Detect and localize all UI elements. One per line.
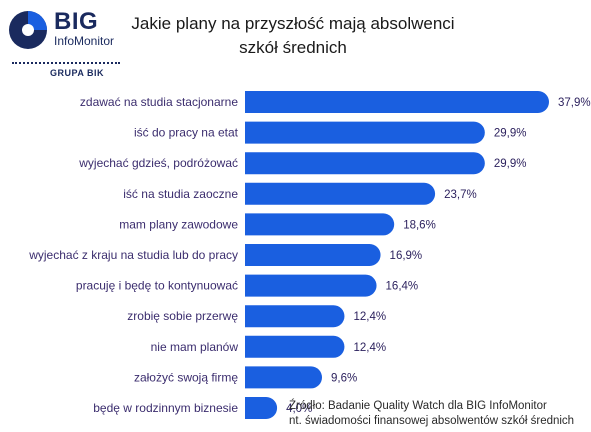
source-line-2: nt. świadomości finansowej absolwentów s… [289,415,575,427]
bar [245,244,381,266]
brand-logo: BIG InfoMonitor GRUPA BIK [8,8,128,80]
bar [245,182,436,205]
value-label: 37,9% [558,97,591,109]
bar [245,397,278,419]
category-label: mam plany zawodowe [119,217,238,231]
category-label: iść do pracy na etat [134,126,239,140]
chart-title-line-1: Jakie plany na przyszłość mają absolwenc… [131,14,455,33]
brand-subname: InfoMonitor [54,34,115,48]
value-label: 29,9% [494,158,527,170]
category-label: zdawać na studia stacjonarne [80,95,238,109]
category-label: pracuję i będę to kontynuować [76,279,238,293]
category-label: wyjechać z kraju na studia lub do pracy [28,248,238,262]
bar [245,121,485,144]
value-label: 9,6% [331,372,357,384]
logo-circle-icon [9,11,47,49]
bar [245,213,395,236]
bar [245,305,345,328]
value-label: 4,0% [286,403,312,415]
bar [245,274,377,297]
bar [245,91,549,113]
category-label: nie mam planów [151,340,239,354]
value-label: 16,4% [386,281,419,293]
chart-title-line-2: szkół średnich [239,38,347,57]
chart-title: Jakie plany na przyszłość mają absolwenc… [128,12,458,60]
bar [245,152,485,175]
brand-name: BIG [54,8,99,35]
category-label: założyć swoją firmę [134,370,238,384]
value-label: 18,6% [403,219,436,231]
brand-group: GRUPA BIK [50,68,104,78]
logo-divider [12,62,120,64]
value-label: 29,9% [494,128,527,140]
source-note: Źródło: Badanie Quality Watch dla BIG In… [289,399,589,429]
category-label: iść na studia zaoczne [123,187,238,201]
category-label: będę w rodzinnym biznesie [93,401,238,415]
category-label: wyjechać gdzieś, podróżować [78,156,238,170]
bar [245,335,345,358]
value-label: 12,4% [353,342,386,354]
value-label: 12,4% [353,311,386,323]
category-label: zrobię sobie przerwę [127,309,238,323]
value-label: 16,9% [390,250,423,262]
value-label: 23,7% [444,189,477,201]
bar [245,366,323,389]
source-line-1: Źródło: Badanie Quality Watch dla BIG In… [289,400,547,412]
